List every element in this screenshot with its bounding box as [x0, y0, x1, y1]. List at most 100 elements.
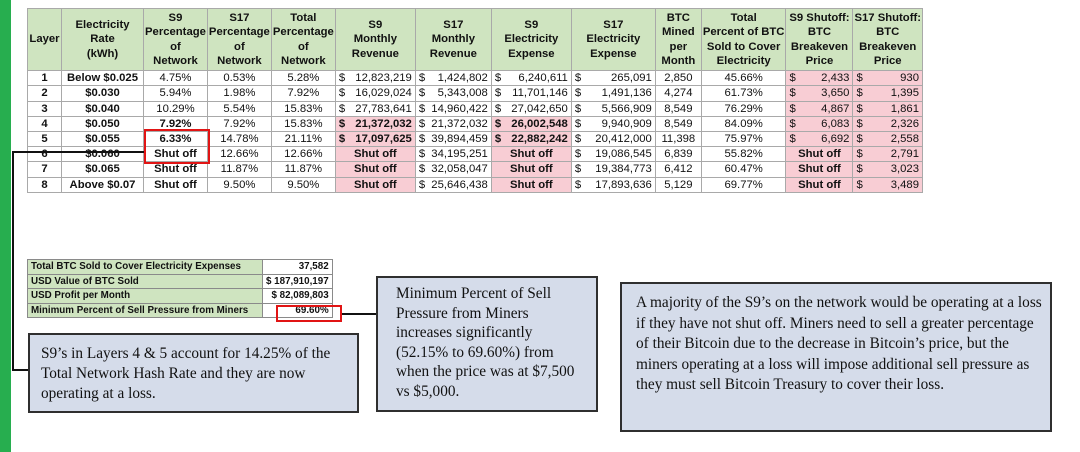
cell-s17-revenue: $21,372,032 [414, 115, 492, 132]
cell-btc-mined: 6,412 [654, 161, 702, 178]
cell-s17-expense-value: $19,086,545 [574, 148, 652, 161]
accent-bar [0, 0, 11, 452]
cell-s9-revenue-value: $27,783,641 [338, 102, 412, 115]
cell-s17-pct: 7.92% [206, 115, 272, 132]
cell-s9-pct: 10.29% [143, 100, 208, 117]
mining-layers-table: Layer Electricity Rate (kWh) S9 Percentage o… [27, 7, 923, 193]
cell-s17-breakeven: $3,489 [852, 176, 923, 193]
cell-s17-revenue-value: $1,424,802 [418, 72, 488, 85]
cell-s9-revenue: $16,029,024 [334, 85, 416, 102]
cell-s9-expense-value: $26,002,548 [494, 117, 568, 130]
cell-total-pct: 15.83% [270, 115, 336, 132]
cell-layer: 1 [27, 70, 62, 87]
s17-breakeven-value: $2,326 [856, 117, 919, 130]
table-row: 5 $0.055 6.33% 14.78% 21.11% $17,097,625 $39,8… [27, 130, 923, 148]
connector-line-top [12, 151, 144, 153]
cell-s17-expense-value: $1,491,136 [574, 87, 652, 100]
s17-breakeven-value: $1,395 [856, 87, 919, 100]
cell-s9-expense-value: $27,042,650 [494, 102, 568, 115]
summary-row: Total BTC Sold to Cover Electricity Expe… [27, 259, 333, 275]
s17-breakeven-value: $1,861 [856, 102, 919, 115]
connector-line-sell [342, 313, 376, 315]
cell-s17-revenue-value: $14,960,422 [418, 102, 488, 115]
cell-s9-expense: Shut off [490, 146, 572, 163]
cell-s9-breakeven: Shut off [785, 161, 854, 178]
summary-label: Minimum Percent of Sell Pressure from Mi… [27, 302, 263, 318]
summary-label: USD Value of BTC Sold [27, 273, 263, 289]
cell-btc-mined: 4,274 [654, 85, 702, 102]
table-row: 4 $0.050 7.92% 7.92% 15.83% $21,372,032 $21,37… [27, 115, 923, 132]
cell-s9-pct: Shut off [143, 161, 208, 178]
cell-total-pct: 5.28% [270, 70, 336, 87]
cell-btc-mined: 5,129 [654, 176, 702, 193]
s17-breakeven-value: $2,558 [856, 133, 919, 146]
cell-s17-expense-value: $19,384,773 [574, 163, 652, 176]
cell-s9-revenue-value: $16,029,024 [338, 87, 412, 100]
cell-total-pct: 21.11% [270, 130, 336, 148]
cell-pct-sold: 69.77% [700, 176, 787, 193]
header-rate: Electricity Rate (kWh) [61, 7, 144, 72]
cell-s9-revenue: $17,097,625 [334, 130, 416, 148]
s17-breakeven-value: $2,791 [856, 148, 919, 161]
cell-s9-expense-value: $11,701,146 [494, 87, 568, 100]
cell-s17-expense: $19,384,773 [570, 161, 656, 178]
header-s17-expense: S17 Electricity Expense [570, 7, 656, 72]
header-s9-revenue: S9 Monthly Revenue [334, 7, 416, 72]
cell-btc-mined: 6,839 [654, 146, 702, 163]
cell-s9-breakeven: $2,433 [785, 70, 854, 87]
cell-rate: $0.040 [61, 100, 144, 117]
cell-total-pct: 9.50% [270, 176, 336, 193]
cell-s17-breakeven: $3,023 [852, 161, 923, 178]
cell-s9-expense: $6,240,611 [490, 70, 572, 87]
note-majority-text: A majority of the S9’s on the network wo… [636, 294, 1042, 394]
cell-s17-revenue-value: $39,894,459 [418, 133, 488, 146]
header-layer: Layer [27, 7, 62, 72]
cell-s9-breakeven: Shut off [785, 176, 854, 193]
table-row: 6 $0.060 Shut off 12.66% 12.66% Shut off $34,1… [27, 146, 923, 163]
connector-line-bottom [12, 369, 28, 371]
cell-s17-pct: 12.66% [206, 146, 272, 163]
cell-s9-breakeven: $6,692 [785, 130, 854, 148]
s9-breakeven-value: $6,083 [789, 117, 850, 130]
highlight-s9-layers-4-5 [144, 129, 210, 164]
cell-s17-expense-value: $17,893,636 [574, 178, 652, 191]
cell-s9-pct: Shut off [143, 176, 208, 193]
cell-btc-mined: 8,549 [654, 100, 702, 117]
cell-s17-expense-value: $265,091 [574, 72, 652, 85]
summary-value: $ 187,910,197 [262, 273, 333, 289]
cell-s17-revenue: $25,646,438 [414, 176, 492, 193]
cell-rate: $0.060 [61, 146, 144, 163]
cell-s17-revenue: $39,894,459 [414, 130, 492, 148]
s17-breakeven-value: $930 [856, 72, 919, 85]
summary-value: $ 82,089,803 [262, 288, 333, 304]
cell-s9-breakeven: $3,650 [785, 85, 854, 102]
cell-layer: 3 [27, 100, 62, 117]
cell-s9-pct: 6.33% [143, 130, 208, 148]
cell-s17-breakeven: $2,791 [852, 146, 923, 163]
note-sell-pressure: Minimum Percent of Sell Pressure from Mi… [376, 276, 598, 412]
cell-s9-revenue-value: $17,097,625 [338, 133, 412, 146]
cell-s9-expense: $27,042,650 [490, 100, 572, 117]
cell-s9-expense: Shut off [490, 161, 572, 178]
cell-btc-mined: 2,850 [654, 70, 702, 87]
cell-s17-expense-value: $5,566,909 [574, 102, 652, 115]
cell-s9-pct: Shut off [143, 146, 208, 163]
cell-s9-pct: 4.75% [143, 70, 208, 87]
cell-btc-mined: 11,398 [654, 130, 702, 148]
cell-s17-breakeven: $2,558 [852, 130, 923, 148]
cell-rate: Below $0.025 [61, 70, 144, 87]
cell-total-pct: 7.92% [270, 85, 336, 102]
cell-s9-breakeven: $6,083 [785, 115, 854, 132]
cell-s17-pct: 9.50% [206, 176, 272, 193]
cell-s17-expense: $9,940,909 [570, 115, 656, 132]
cell-s9-expense-value: $6,240,611 [494, 72, 568, 85]
cell-s17-pct: 1.98% [206, 85, 272, 102]
cell-s9-expense: $26,002,548 [490, 115, 572, 132]
cell-layer: 8 [27, 176, 62, 193]
cell-layer: 5 [27, 130, 62, 148]
cell-s17-expense: $19,086,545 [570, 146, 656, 163]
cell-s17-revenue-value: $5,343,008 [418, 87, 488, 100]
cell-s9-expense-value: $22,882,242 [494, 133, 568, 146]
header-btc-mined: BTC Mined per Month [654, 7, 702, 72]
cell-pct-sold: 75.97% [700, 130, 787, 148]
